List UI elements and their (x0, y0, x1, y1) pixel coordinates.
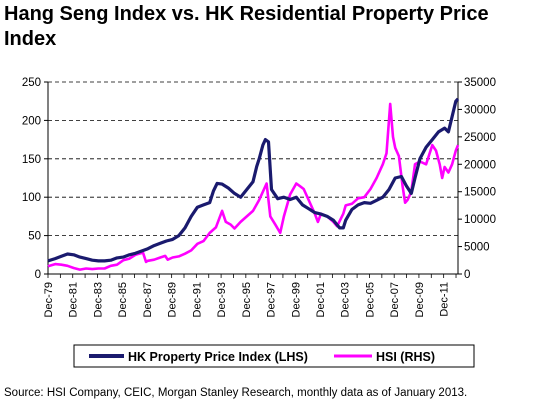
x-tick-label: Dec-97 (266, 282, 278, 317)
x-tick-label: Dec-03 (340, 282, 352, 317)
x-tick-label: Dec-83 (92, 282, 104, 317)
left-tick-label: 50 (28, 231, 41, 243)
x-tick-label: Dec-81 (68, 282, 80, 317)
x-tick-label: Dec-87 (142, 282, 154, 317)
gridlines (48, 81, 458, 237)
x-tick-label: Dec-01 (315, 282, 327, 317)
right-tick-label: 30000 (464, 104, 496, 116)
series-lines (47, 97, 460, 271)
right-tick-label: 25000 (464, 132, 496, 144)
right-tick-label: 5000 (464, 242, 490, 254)
left-tick-label: 200 (22, 115, 41, 127)
legend: HK Property Price Index (LHS) HSI (RHS) (73, 344, 475, 368)
right-axis-ticks: 0 5000 10000 15000 20000 25000 30000 35000 (458, 77, 496, 281)
x-tick-label: Dec-91 (191, 282, 203, 317)
right-tick-label: 0 (464, 269, 470, 281)
left-tick-label: 150 (22, 154, 41, 166)
right-tick-label: 35000 (464, 77, 496, 89)
x-axis-ticks: Dec-79 Dec-81 Dec-83 Dec-85 Dec-87 Dec-89 Dec-… (43, 274, 457, 317)
legend-box (73, 344, 475, 368)
x-tick-label: Dec-11 (439, 282, 451, 317)
source-note: Source: HSI Company, CEIC, Morgan Stanle… (4, 387, 468, 399)
x-tick-label: Dec-93 (216, 282, 228, 317)
x-tick-label: Dec-05 (364, 282, 376, 317)
right-tick-label: 15000 (464, 187, 496, 199)
x-tick-label: Dec-95 (241, 282, 253, 317)
x-tick-label: Dec-07 (389, 282, 401, 317)
left-tick-label: 250 (22, 77, 41, 89)
x-tick-label: Dec-85 (117, 282, 129, 317)
left-axis-ticks: 0 50 100 150 200 250 (22, 77, 48, 281)
legend-label-property: HK Property Price Index (LHS) (128, 350, 308, 364)
right-tick-label: 10000 (464, 214, 496, 226)
x-tick-label: Dec-89 (167, 282, 179, 317)
x-tick-label: Dec-09 (414, 282, 426, 317)
left-tick-label: 0 (35, 269, 41, 281)
series-line-property-index (47, 97, 460, 263)
left-tick-label: 100 (22, 192, 41, 204)
x-tick-label: Dec-79 (43, 282, 55, 317)
axes (47, 82, 459, 275)
right-tick-label: 20000 (464, 159, 496, 171)
series-line-hsi (47, 102, 460, 271)
x-tick-label: Dec-99 (290, 282, 302, 317)
chart-title: Hang Seng Index vs. HK Residential Prope… (4, 3, 489, 50)
legend-label-hsi: HSI (RHS) (376, 350, 435, 364)
